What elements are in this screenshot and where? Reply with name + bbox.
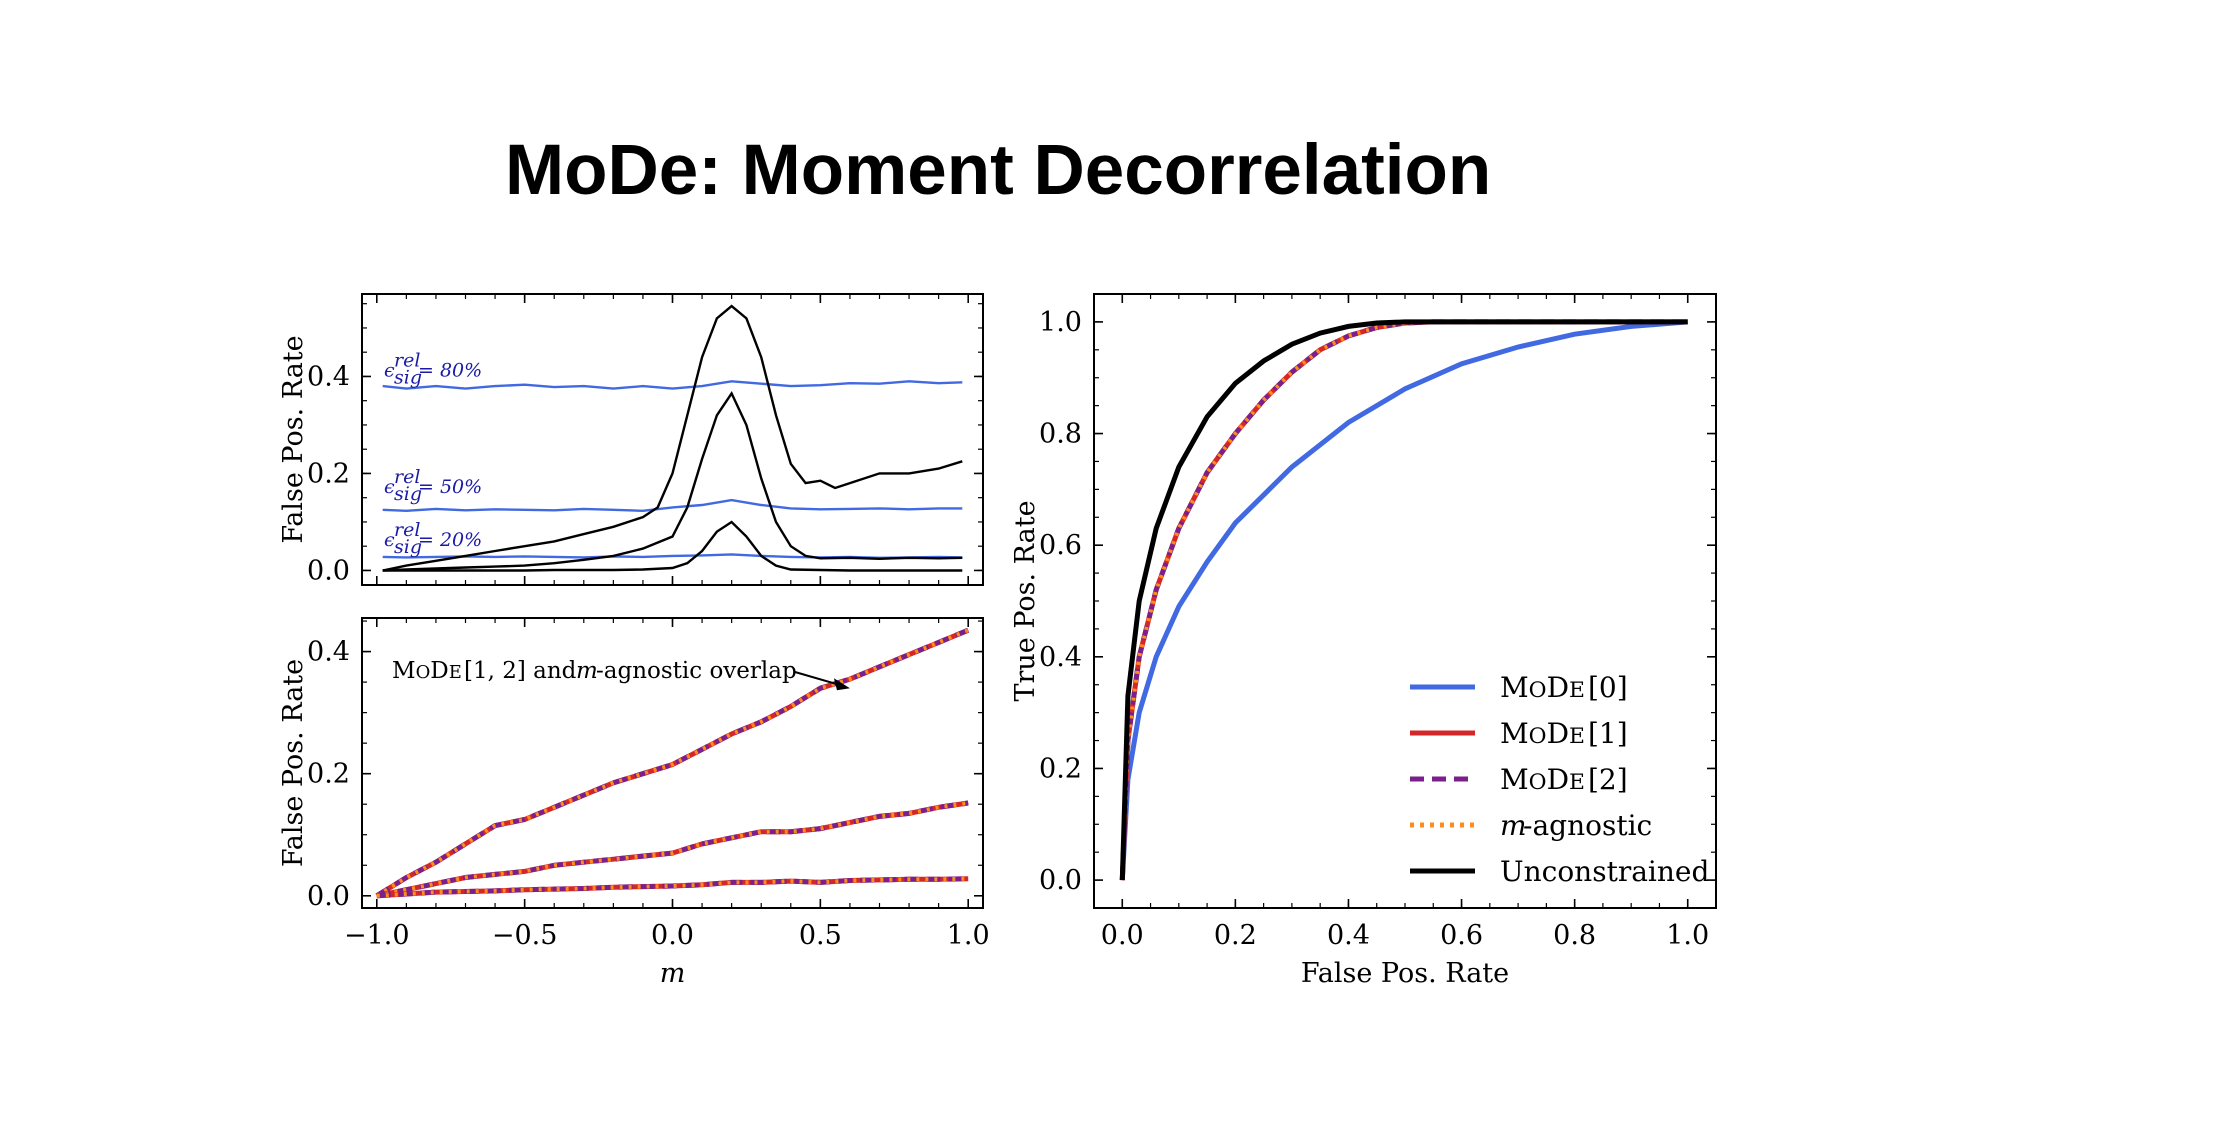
smallcap-char: D bbox=[430, 658, 448, 684]
slide-title: MoDe: Moment Decorrelation bbox=[505, 131, 1492, 210]
plot-area bbox=[375, 627, 970, 899]
x-tick-label: 1.0 bbox=[947, 920, 990, 951]
smallcap-char: M bbox=[1500, 763, 1529, 796]
legend-label-index: [1] bbox=[1588, 717, 1628, 750]
legend-label: Unconstrained bbox=[1500, 855, 1709, 888]
x-tick-label: 0.2 bbox=[1214, 920, 1257, 951]
y-tick-label: 0.2 bbox=[307, 759, 350, 790]
y-axis-label: False Pos. Rate bbox=[278, 335, 309, 543]
legend-label-name: MODE bbox=[1500, 671, 1585, 704]
x-tick-label: 0.0 bbox=[1101, 920, 1144, 951]
epsilon-sup: rel bbox=[394, 349, 420, 371]
epsilon-label: ϵ bbox=[384, 476, 395, 498]
x-tick-label: −1.0 bbox=[344, 920, 410, 951]
smallcap-char: E bbox=[449, 662, 462, 683]
y-tick-label: 0.4 bbox=[307, 637, 350, 668]
roc-mode1 bbox=[1119, 319, 1688, 881]
epsilon-label: ϵ bbox=[384, 359, 395, 381]
roc-mode0 bbox=[1119, 319, 1688, 881]
legend-label-var: m bbox=[1500, 809, 1527, 842]
roc-mode2 bbox=[1119, 319, 1688, 881]
y-tick-label: 0.0 bbox=[307, 881, 350, 912]
legend-label-index: [0] bbox=[1588, 671, 1628, 704]
x-tick-label: 0.0 bbox=[651, 920, 694, 951]
smallcap-char: O bbox=[1529, 678, 1547, 703]
mode2-line bbox=[375, 627, 970, 898]
smallcap-char: M bbox=[1500, 717, 1529, 750]
annot-index: [1, 2] and bbox=[464, 658, 577, 684]
smallcap-char: M bbox=[392, 658, 416, 684]
epsilon-value: = 50% bbox=[418, 476, 482, 498]
legend-label-rest: -agnostic bbox=[1523, 809, 1652, 842]
plot-area bbox=[1119, 319, 1688, 881]
y-tick-label: 0.4 bbox=[1039, 642, 1082, 673]
epsilon-sub: sig bbox=[394, 483, 422, 505]
x-axis-label: m bbox=[660, 958, 686, 989]
epsilon-sub: sig bbox=[394, 536, 422, 558]
x-tick-label: 0.8 bbox=[1553, 920, 1596, 951]
m-agnostic-line bbox=[375, 628, 969, 898]
x-tick-label: 0.4 bbox=[1327, 920, 1370, 951]
epsilon-sub: sig bbox=[394, 366, 422, 388]
x-tick-label: 0.5 bbox=[799, 920, 842, 951]
epsilon-sup: rel bbox=[394, 466, 420, 488]
x-tick-label: 0.6 bbox=[1440, 920, 1483, 951]
smallcap-char: E bbox=[1569, 678, 1585, 703]
fpr-line bbox=[382, 498, 963, 513]
annot-rest: -agnostic overlap bbox=[596, 658, 797, 684]
x-tick-label: −0.5 bbox=[492, 920, 558, 951]
y-tick-label: 0.2 bbox=[307, 458, 350, 489]
legend-label-name: MODE bbox=[1500, 763, 1585, 796]
smallcap-char: E bbox=[1569, 724, 1585, 749]
smallcap-char: E bbox=[1569, 770, 1585, 795]
legend-label-index: [2] bbox=[1588, 763, 1628, 796]
plot-area bbox=[382, 304, 963, 572]
smallcap-char: O bbox=[1529, 770, 1547, 795]
panel-right: 0.0 0.2 0.4 0.6 0.8 1.0 0.0 0.2 0.4 0.6 0.8 1.0 True… bbox=[1010, 293, 1717, 989]
y-tick-label: 0.8 bbox=[1039, 419, 1082, 450]
fpr-line bbox=[382, 380, 963, 390]
annot-var: m bbox=[576, 658, 598, 684]
y-tick-label: 0.0 bbox=[307, 555, 350, 586]
y-tick-label: 0.0 bbox=[1039, 865, 1082, 896]
smallcap-char: D bbox=[1547, 671, 1569, 704]
legend-label-name: MODE bbox=[1500, 717, 1585, 750]
annot-arrow-head bbox=[833, 678, 850, 691]
fpr-line bbox=[382, 390, 963, 572]
roc-unconstrained bbox=[1119, 319, 1688, 881]
m-agnostic-line bbox=[376, 801, 969, 898]
smallcap-char: O bbox=[1529, 724, 1547, 749]
y-axis-label: True Pos. Rate bbox=[1010, 500, 1041, 701]
mode2-line bbox=[376, 876, 969, 899]
epsilon-value: = 20% bbox=[418, 529, 482, 551]
fpr-line bbox=[382, 520, 963, 572]
epsilon-sup: rel bbox=[394, 519, 420, 541]
smallcap-char: D bbox=[1547, 717, 1569, 750]
x-tick-label: 1.0 bbox=[1666, 920, 1709, 951]
y-tick-label: 1.0 bbox=[1039, 307, 1082, 338]
legend: MODE [0]MODE [1]MODE [2]m-agnosticUnconstra… bbox=[1410, 671, 1709, 888]
x-axis-label: False Pos. Rate bbox=[1301, 958, 1509, 989]
y-tick-label: 0.6 bbox=[1039, 530, 1082, 561]
epsilon-label: ϵ bbox=[384, 529, 395, 551]
y-tick-label: 0.4 bbox=[307, 361, 350, 392]
y-axis-label: False Pos. Rate bbox=[278, 659, 309, 867]
smallcap-char: O bbox=[416, 662, 431, 683]
fpr-line bbox=[382, 304, 963, 572]
y-tick-label: 0.2 bbox=[1039, 753, 1082, 784]
smallcap-char: M bbox=[1500, 671, 1529, 704]
roc-m-agnostic bbox=[1120, 319, 1688, 881]
epsilon-value: = 80% bbox=[418, 359, 482, 381]
annot-mode-word: MODE bbox=[392, 658, 462, 684]
smallcap-char: D bbox=[1547, 763, 1569, 796]
